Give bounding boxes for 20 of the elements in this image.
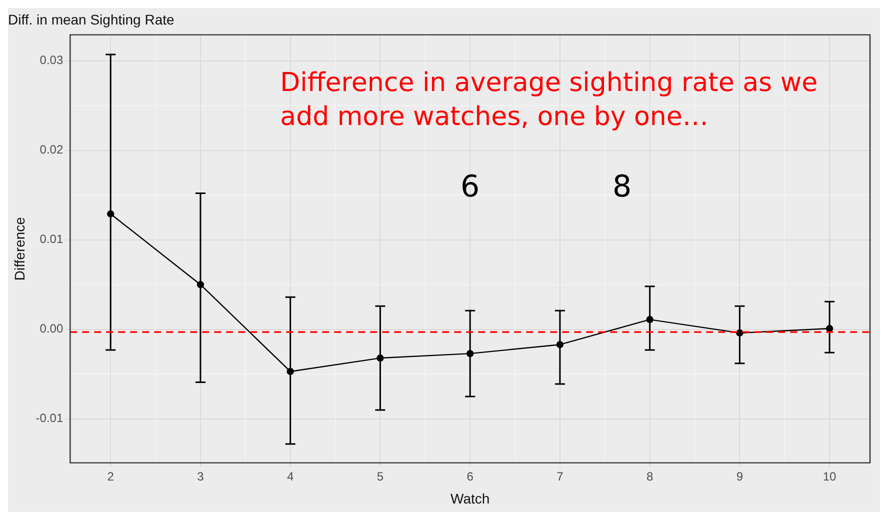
y-tick-label: 0.01 bbox=[40, 232, 64, 246]
y-tick-label: 0.03 bbox=[40, 53, 64, 68]
x-tick-label: 8 bbox=[646, 469, 654, 484]
x-tick-label: 9 bbox=[736, 469, 744, 484]
y-tick-label: -0.01 bbox=[36, 411, 64, 426]
x-tick-label: 3 bbox=[197, 469, 204, 484]
x-tick-label: 7 bbox=[556, 469, 564, 484]
x-tick-label: 4 bbox=[286, 469, 294, 484]
y-tick-label: 0.00 bbox=[40, 322, 64, 336]
x-tick-label: 2 bbox=[107, 469, 114, 484]
y-tick-label: 0.02 bbox=[40, 142, 64, 157]
x-axis-title: Watch bbox=[450, 490, 490, 506]
x-tick-label: 6 bbox=[466, 469, 474, 484]
annotation: 6 bbox=[460, 170, 480, 205]
annotation: 8 bbox=[612, 170, 632, 205]
annotation: Difference in average sighting rate as we add more watches, one by one… bbox=[280, 68, 818, 132]
x-tick-label: 10 bbox=[822, 469, 837, 484]
chart-title: Diff. in mean Sighting Rate bbox=[8, 11, 174, 28]
y-axis-title: Difference bbox=[11, 216, 28, 281]
x-tick-label: 5 bbox=[376, 469, 384, 484]
